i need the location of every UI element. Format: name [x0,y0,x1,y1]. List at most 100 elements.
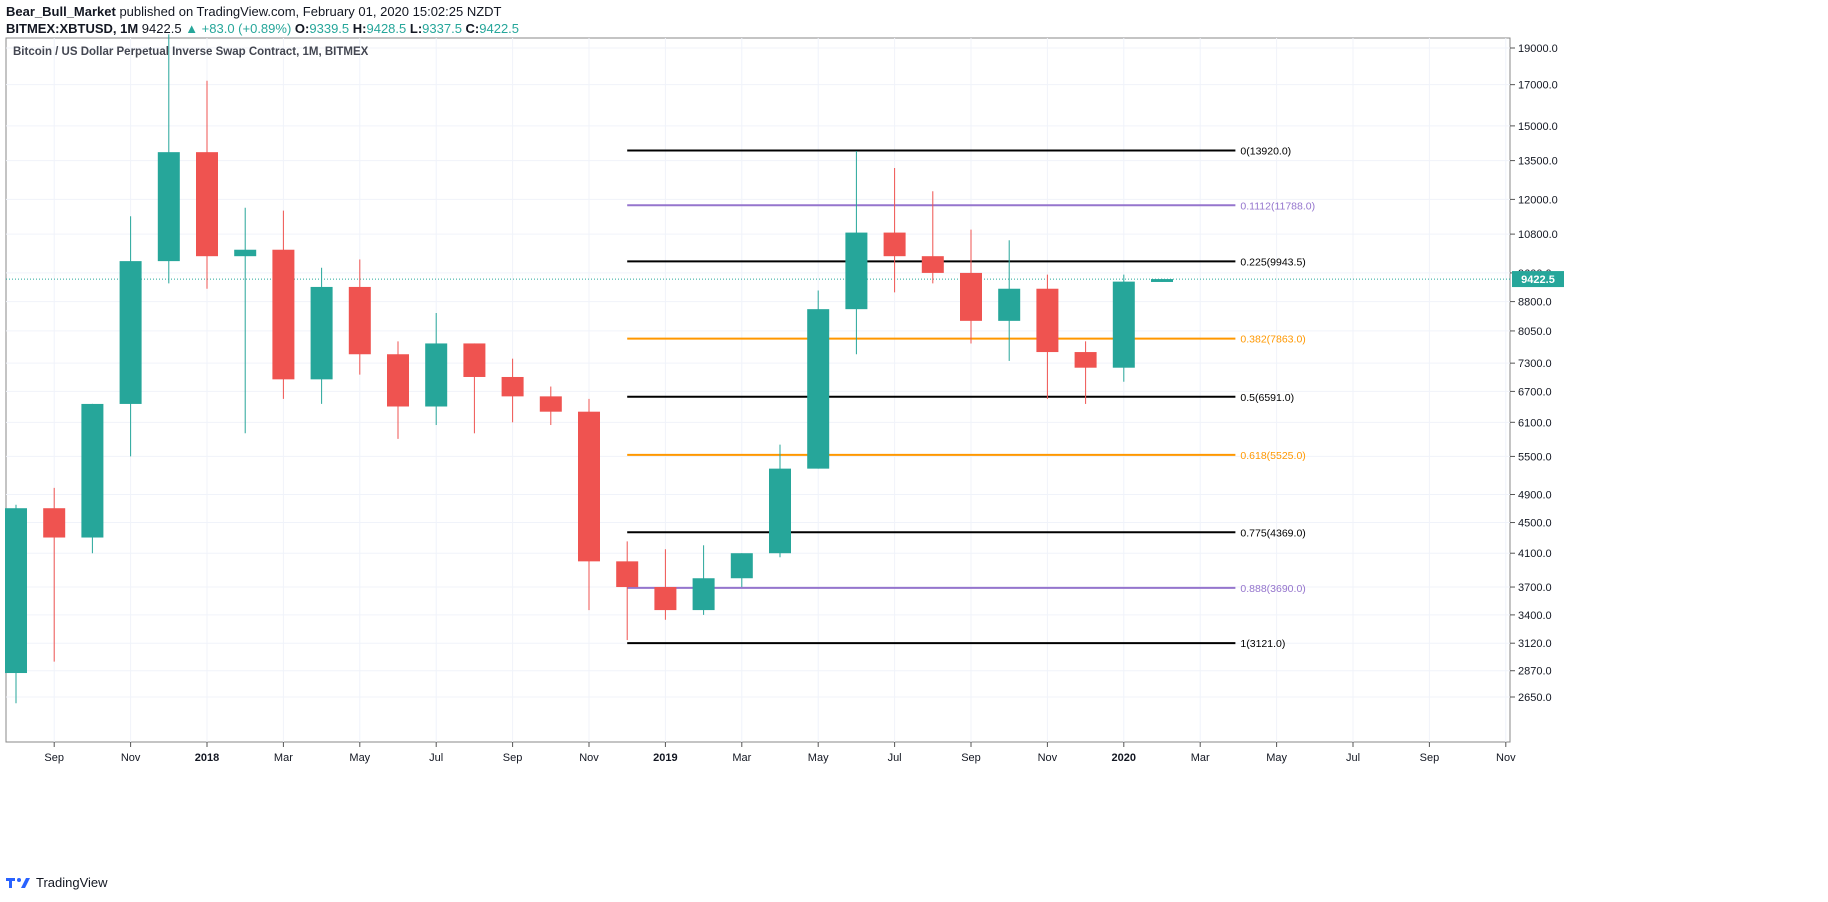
y-tick-label: 2870.0 [1518,666,1552,678]
fib-level-label: 0.225(9943.5) [1240,256,1305,268]
y-tick-label: 4900.0 [1518,489,1552,501]
y-tick-label: 8800.0 [1518,297,1552,309]
header-publisher-line: Bear_Bull_Market published on TradingVie… [6,4,502,19]
candle-body [501,376,524,397]
y-tick-label: 17000.0 [1518,80,1558,92]
x-tick-label: Jul [1346,752,1360,764]
candle-body [539,396,562,412]
y-tick-label: 3400.0 [1518,610,1552,622]
x-tick-label: Mar [732,752,751,764]
fib-level-label: 0.5(6591.0) [1240,392,1294,404]
header-ohlc-line: BITMEX:XBTUSD, 1M 9422.5 ▲ +83.0 (+0.89%… [6,21,519,36]
candle-body [272,249,295,380]
open-value: 9339.5 [309,21,350,36]
x-tick-label: 2019 [653,752,677,764]
x-tick-label: Mar [1191,752,1210,764]
candle-body [692,578,715,611]
x-tick-label: Sep [961,752,981,764]
close-label: C: [465,21,480,36]
candle-body [845,232,868,310]
y-tick-label: 13500.0 [1518,156,1558,168]
x-tick-label: May [349,752,370,764]
fib-level-label: 1(3121.0) [1240,638,1285,650]
high-label: H: [352,21,367,36]
tradingview-logo-icon [6,877,30,888]
chart-title: Bitcoin / US Dollar Perpetual Inverse Sw… [13,46,369,58]
x-tick-label: Nov [121,752,141,764]
x-tick-label: Jul [888,752,902,764]
x-tick-label: May [808,752,829,764]
candle-body [921,256,944,273]
candle-body [387,354,409,407]
candle-body [425,343,448,407]
y-tick-label: 4100.0 [1518,548,1552,560]
x-tick-label: Nov [1496,752,1516,764]
fib-level-label: 0(13920.0) [1240,145,1291,157]
candle-body [348,286,371,355]
candle-body [578,411,600,562]
x-tick-label: Nov [1038,752,1058,764]
fib-level-label: 0.1112(11788.0) [1240,200,1315,212]
publisher-name[interactable]: Bear_Bull_Market [6,4,116,19]
x-tick-label: 2018 [195,752,219,764]
y-tick-label: 10800.0 [1518,229,1558,241]
candle-body [43,508,66,538]
y-tick-label: 19000.0 [1518,43,1558,55]
x-tick-label: Nov [579,752,599,764]
x-tick-label: Jul [429,752,443,764]
fib-level-label: 0.382(7863.0) [1240,334,1305,346]
candle-body [1112,281,1135,368]
candle-body [157,152,180,262]
tradingview-brand-label: TradingView [36,875,108,890]
candle-body [807,309,830,469]
candle-body [998,288,1021,321]
fib-level-label: 0.888(3690.0) [1240,583,1305,595]
low-value: 9337.5 [422,21,462,36]
close-value: 9422.5 [479,21,520,36]
y-tick-label: 6100.0 [1518,417,1552,429]
candle-body [960,272,982,321]
candle-body [730,553,753,579]
y-tick-label: 6700.0 [1518,386,1552,398]
candle-body [234,249,257,257]
last-price-badge-label: 9422.5 [1521,274,1555,286]
candle-body [119,261,142,404]
x-tick-label: Mar [274,752,293,764]
y-tick-label: 5500.0 [1518,451,1552,463]
x-tick-label: 2020 [1112,752,1136,764]
y-tick-label: 3120.0 [1518,638,1552,650]
y-tick-label: 8050.0 [1518,326,1552,338]
candle-body [883,232,906,257]
candle-body [769,468,791,554]
candle-body [310,286,333,380]
y-tick-label: 2650.0 [1518,692,1552,704]
y-tick-label: 12000.0 [1518,194,1558,206]
y-tick-label: 15000.0 [1518,121,1558,133]
fib-level-label: 0.775(4369.0) [1240,527,1305,539]
candle-body [1074,352,1097,368]
candle-body [1036,288,1059,353]
last-price: 9422.5 [141,21,182,36]
y-tick-label: 3700.0 [1518,582,1552,594]
x-tick-label: Sep [44,752,64,764]
candle-body [616,561,639,588]
x-tick-label: Sep [1420,752,1440,764]
high-value: 9428.5 [366,21,407,36]
y-tick-label: 7300.0 [1518,358,1552,370]
published-text: published on TradingView.com, February 0… [119,4,502,19]
candle-body [463,343,486,377]
x-tick-label: Sep [503,752,523,764]
candle-body [81,403,104,538]
fib-level-label: 0.618(5525.0) [1240,450,1305,462]
symbol-label: BITMEX:XBTUSD, 1M [6,21,139,36]
x-tick-label: May [1266,752,1287,764]
plot-frame [5,37,1511,743]
low-label: L: [409,21,423,36]
last-price-badge [1512,271,1564,288]
candle-body [654,587,677,611]
candle-body [196,152,218,257]
tradingview-brand[interactable]: TradingView [6,875,108,890]
y-tick-label: 4500.0 [1518,518,1552,530]
candle-body [5,508,27,674]
